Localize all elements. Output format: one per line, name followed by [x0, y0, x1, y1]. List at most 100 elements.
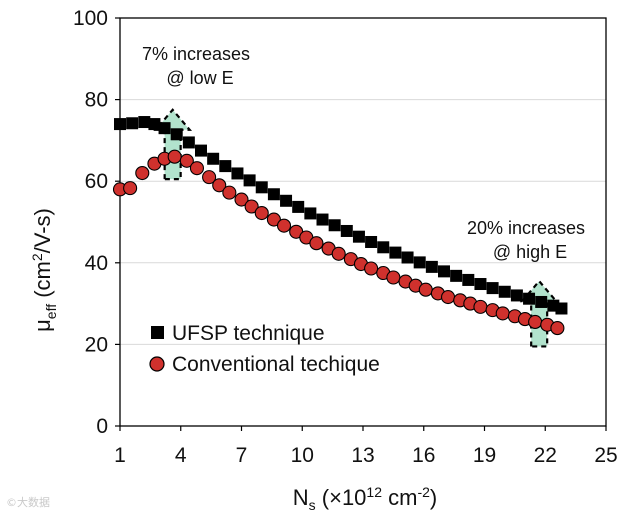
x-tick-label-1: 1 [114, 444, 126, 467]
x-tick-label-13: 13 [351, 444, 374, 467]
ufsp-point [243, 174, 256, 187]
x-tick-label-25: 25 [594, 444, 617, 467]
annotation-low-e-line2: @ low E [166, 68, 233, 88]
legend-conventional-label: Conventional techique [172, 353, 380, 376]
conventional-point [266, 212, 281, 227]
ufsp-point [510, 289, 523, 302]
ufsp-point [267, 188, 280, 201]
y-axis-label-sub: eff [43, 304, 59, 319]
y-tick-label-0: 0 [96, 415, 108, 438]
ufsp-point [340, 224, 353, 237]
ufsp-point [280, 194, 293, 207]
legend-conventional-marker [149, 356, 165, 372]
x-tick-label-16: 16 [412, 444, 435, 467]
ufsp-point [413, 256, 426, 269]
ufsp-point [219, 160, 232, 173]
conventional-point [309, 236, 324, 251]
y-tick-label-100: 100 [73, 7, 108, 30]
x-tick-label-19: 19 [473, 444, 496, 467]
x-tick-label-22: 22 [534, 444, 557, 467]
x-axis-label-sub: s [309, 497, 316, 513]
conventional-point [202, 170, 217, 185]
conventional-point [528, 314, 543, 330]
y-tick-label-20: 20 [85, 333, 108, 356]
conventional-point [179, 153, 194, 168]
x-tick-label-7: 7 [236, 444, 248, 467]
ufsp-point [148, 118, 161, 131]
y-axis-label-open: (cm [30, 261, 55, 304]
ufsp-point [195, 144, 207, 157]
ufsp-point [328, 219, 341, 232]
ufsp-point [389, 246, 402, 259]
ufsp-point [462, 273, 475, 286]
conventional-point [135, 165, 150, 181]
ufsp-point [555, 302, 568, 315]
conventional-point [418, 282, 433, 297]
ufsp-point [474, 278, 487, 291]
conventional-point [222, 185, 237, 200]
ufsp-point [523, 292, 536, 305]
legend-ufsp-label: UFSP technique [172, 322, 325, 345]
legend-ufsp-marker [151, 326, 164, 339]
ufsp-point [450, 269, 463, 282]
ufsp-point [255, 181, 268, 194]
conventional-point [276, 218, 292, 233]
x-tick-label-10: 10 [291, 444, 314, 467]
y-tick-label-80: 80 [85, 89, 108, 112]
conventional-point [550, 321, 565, 336]
y-axis-label-close: /V-s) [30, 208, 55, 253]
y-axis-label-main: μ [30, 319, 55, 332]
ufsp-point [352, 230, 365, 243]
ufsp-point [401, 251, 414, 264]
ufsp-point [377, 241, 390, 254]
x-axis-label-unit-sup: -2 [417, 484, 430, 500]
ufsp-point [114, 118, 126, 131]
annotation-high-e-line2: @ high E [493, 242, 567, 262]
conventional-point [473, 299, 488, 314]
annotation-low-e-line1: 7% increases [142, 44, 250, 64]
ufsp-point [170, 128, 183, 141]
annotation-low-e: 7% increases @ low E [142, 44, 250, 88]
ufsp-point [304, 207, 317, 220]
watermark: ©大数据 [6, 496, 50, 509]
gridlines [120, 99, 606, 345]
y-tick-label-40: 40 [85, 252, 108, 275]
legend: UFSP technique Conventional techique [149, 322, 380, 376]
x-axis-label-close: ) [430, 485, 437, 510]
conventional-point [234, 192, 249, 207]
ufsp-point [138, 116, 151, 129]
x-axis-label: Ns (×1012 cm-2) [293, 484, 437, 513]
ufsp-point [126, 117, 139, 130]
series-conventional [112, 149, 565, 336]
y-axis-label: μeff (cm2/V-s) [29, 208, 59, 332]
conventional-point [331, 246, 346, 261]
ufsp-point [292, 200, 305, 213]
conventional-point [440, 290, 456, 305]
conventional-point [212, 178, 227, 193]
x-axis-label-unit: cm [382, 485, 417, 510]
y-tick-label-60: 60 [85, 170, 108, 193]
conventional-point [386, 270, 401, 285]
x-axis-label-sup: 12 [366, 484, 382, 500]
ufsp-point [438, 265, 450, 278]
x-tick-labels: 1 4 7 10 13 16 19 22 25 [114, 426, 618, 467]
conventional-point [495, 306, 510, 321]
x-axis-label-open: (×10 [316, 485, 367, 510]
ufsp-point [365, 235, 378, 248]
ufsp-point [316, 213, 329, 226]
ufsp-point [486, 282, 499, 295]
y-tick-labels: 0 20 40 60 80 100 [73, 7, 120, 438]
annotation-high-e: 20% increases @ high E [467, 218, 585, 262]
series-ufsp [114, 116, 568, 315]
ufsp-point [425, 260, 438, 273]
x-tick-label-4: 4 [175, 444, 187, 467]
conventional-point [167, 149, 182, 164]
conventional-point [364, 261, 379, 276]
ufsp-point [231, 167, 244, 180]
ufsp-point [498, 285, 511, 298]
ufsp-point [207, 152, 220, 165]
y-axis-label-sup: 2 [29, 253, 45, 261]
x-axis-label-main: N [293, 485, 309, 510]
conventional-point [123, 181, 138, 196]
